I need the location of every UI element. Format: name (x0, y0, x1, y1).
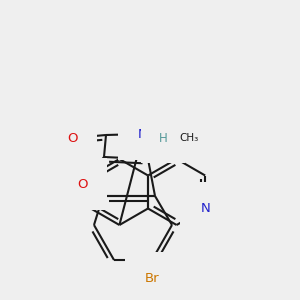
Text: N: N (138, 128, 148, 140)
Text: O: O (77, 178, 87, 190)
Text: Br: Br (145, 272, 159, 284)
Text: CH₃: CH₃ (179, 133, 198, 143)
Text: N: N (200, 202, 210, 215)
Text: O: O (67, 131, 77, 145)
Text: H: H (159, 133, 167, 146)
